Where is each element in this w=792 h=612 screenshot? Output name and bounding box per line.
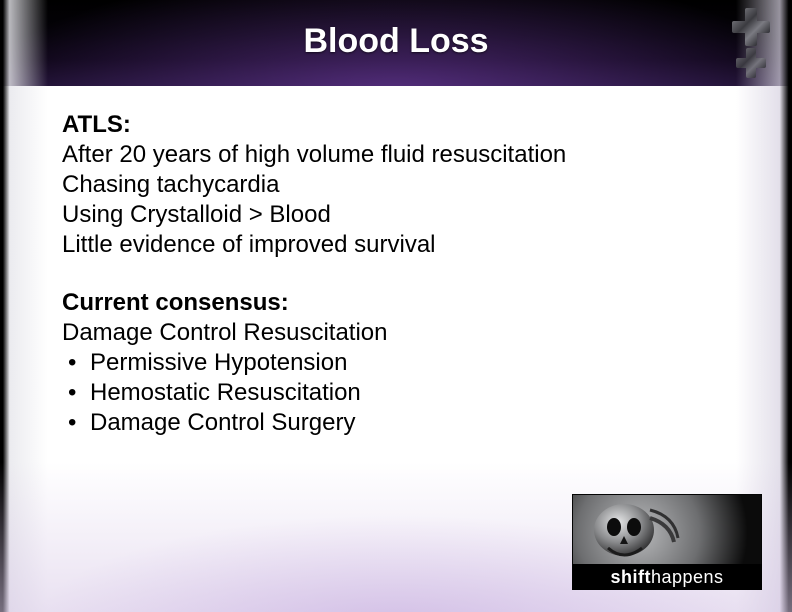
atls-line: Chasing tachycardia (62, 170, 732, 200)
atls-heading: ATLS: (62, 111, 131, 138)
atls-line: Little evidence of improved survival (62, 230, 732, 260)
slide: Blood Loss ATLS: After 20 years of high … (0, 0, 792, 612)
badge-text-light: happens (651, 567, 724, 587)
consensus-block: Current consensus: Damage Control Resusc… (62, 288, 732, 438)
atls-line: Using Crystalloid > Blood (62, 200, 732, 230)
consensus-intro: Damage Control Resuscitation (62, 318, 732, 348)
skull-face-icon (580, 500, 680, 564)
list-item: Hemostatic Resuscitation (90, 378, 732, 408)
shift-happens-badge: shifthappens (572, 494, 762, 590)
list-item: Damage Control Surgery (90, 408, 732, 438)
list-item: Permissive Hypotension (90, 348, 732, 378)
atls-block: ATLS: After 20 years of high volume flui… (62, 110, 732, 260)
slide-body: ATLS: After 20 years of high volume flui… (62, 110, 732, 466)
left-edge-shade (0, 0, 48, 612)
atls-line: After 20 years of high volume fluid resu… (62, 140, 732, 170)
slide-title: Blood Loss (0, 22, 792, 61)
badge-caption: shifthappens (572, 564, 762, 590)
consensus-heading: Current consensus: (62, 289, 289, 316)
badge-text-bold: shift (610, 567, 651, 587)
consensus-bullets: Permissive Hypotension Hemostatic Resusc… (62, 348, 732, 438)
